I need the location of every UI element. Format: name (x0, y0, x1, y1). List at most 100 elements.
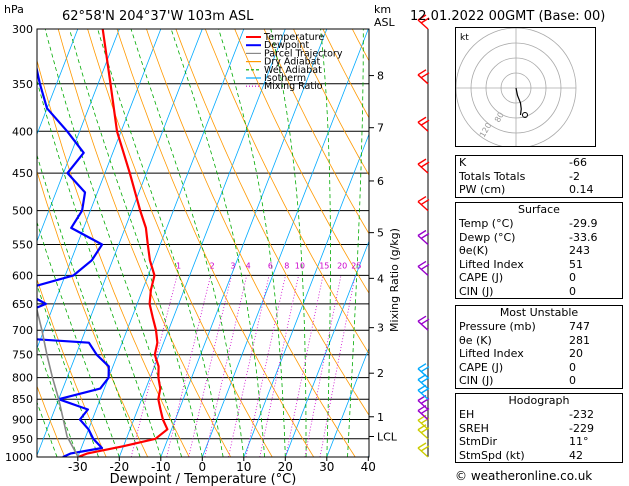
dry-adiabat-line (87, 29, 273, 457)
isotherm-line (284, 240, 369, 457)
wet-adiabat-line (44, 29, 182, 457)
pressure-tick-label: 350 (12, 78, 33, 91)
km-tick-label: LCL (377, 431, 398, 444)
wind-barb-flag (420, 263, 430, 271)
pressure-tick-label: 800 (12, 372, 33, 385)
wind-barb-staff (417, 201, 429, 212)
isotherm-line (37, 29, 120, 243)
x-tick-label: 20 (278, 460, 293, 474)
mixing-ratio-line (166, 275, 212, 457)
mixing-ratio-axis-label: Mixing Ratio (g/kg) (388, 228, 401, 332)
mixing-ratio-tick-label: 10 (295, 261, 305, 270)
isotherm-line (37, 29, 79, 136)
wind-barb-flag (420, 387, 430, 394)
mixing-ratio-line (285, 275, 324, 457)
hpa-label: hPa (4, 3, 24, 16)
table-row: Pressure (mb) 747 (459, 320, 590, 333)
wind-barb-staff (417, 429, 429, 440)
km-tick-label: 3 (377, 322, 384, 335)
mixing-ratio-tick-label: 8 (284, 261, 289, 270)
legend-label: Dewpoint (264, 40, 309, 51)
mixing-ratio-line (228, 275, 270, 457)
x-tick-label: 30 (319, 460, 334, 474)
wind-barb-staff (417, 400, 429, 411)
wet-adiabat-line (170, 29, 265, 457)
dry-adiabat-line (37, 59, 190, 457)
dry-adiabat-line (293, 29, 369, 177)
pressure-tick-label: 850 (12, 393, 33, 406)
mixing-ratio-line (245, 275, 286, 457)
legend-label: Mixing Ratio (264, 81, 323, 92)
table-row: θe (K) 281 (459, 333, 590, 347)
pressure-tick-label: 450 (12, 167, 33, 180)
km-tick-label: 2 (377, 367, 384, 380)
wind-barb-staff (417, 410, 429, 421)
table-row: CIN (J) 0 (459, 284, 576, 298)
table-row: PW (cm) 0.14 (459, 183, 594, 196)
x-axis-label: Dewpoint / Temperature (°C) (110, 472, 297, 486)
km-label: km (374, 3, 391, 16)
dewpoint-line (37, 65, 110, 457)
wet-adiabat-line (37, 153, 141, 457)
mixing-ratio-line (188, 275, 232, 457)
dry-adiabat-line (57, 29, 232, 457)
table-row: CIN (J) 0 (459, 374, 576, 387)
wind-barb-staff (417, 419, 429, 430)
pressure-tick-label: 550 (12, 238, 33, 251)
legend-label: Temperature (263, 32, 324, 43)
dry-adiabat-line (146, 29, 356, 457)
hodograph-ring-label: 80 (493, 111, 506, 124)
legend-label: Dry Adiabat (264, 57, 321, 68)
surface-table: Surface Temp (°C) -29.9 Dewp (°C) -33.6 θe… (455, 202, 623, 299)
mixing-ratio-line (259, 275, 299, 457)
x-tick-label: -30 (68, 460, 88, 474)
axes: 3003504004505005506006507007508008509009… (5, 23, 398, 474)
wet-adiabat-line (69, 29, 203, 457)
mixing-ratio-line (304, 275, 342, 457)
dry-adiabat-line (175, 29, 369, 416)
table-row: Lifted Index 51 (459, 257, 583, 271)
wind-barb-flag (417, 14, 427, 21)
dry-adiabat-line (204, 29, 369, 355)
diagram-grid (37, 29, 369, 457)
km-tick-label: 8 (377, 70, 384, 83)
isotherm-line (243, 133, 369, 457)
wind-barb-flag (420, 377, 430, 384)
pressure-tick-label: 950 (12, 433, 33, 446)
location-title: 62°58'N 204°37'W 103m ASL (62, 9, 254, 24)
mixing-ratio-tick-label: 15 (319, 261, 329, 270)
wet-adiabat-line (320, 29, 331, 457)
km-tick-label: 1 (377, 411, 384, 424)
mixing-ratio-line (204, 275, 248, 457)
table-row: θe(K) 243 (459, 244, 590, 257)
profile-lines (37, 29, 169, 457)
pressure-tick-label: 750 (12, 349, 33, 362)
table-row: Temp (°C) -29.9 (459, 217, 598, 230)
pressure-tick-label: 300 (12, 23, 33, 36)
temperature-line (77, 29, 169, 457)
wet-adiabat-line (37, 79, 162, 457)
wind-barb-flag (417, 195, 427, 203)
wind-barb-flag (417, 229, 427, 237)
table-row: StmDir 11° (459, 435, 589, 448)
wind-barb-flag (417, 116, 427, 123)
km-tick-label: 6 (377, 175, 384, 188)
plot-frame (36, 28, 370, 458)
asl-label: ASL (374, 16, 396, 29)
table-row: CAPE (J) 0 (459, 360, 576, 374)
x-tick-label: 40 (361, 460, 376, 474)
hodograph-title: Hodograph (508, 394, 570, 407)
pressure-tick-label: 900 (12, 414, 33, 427)
mixing-ratio-line (130, 275, 178, 457)
most-unstable-table: Most Unstable Pressure (mb) 747 θe (K) 281… (455, 305, 623, 389)
mixing-ratio-line (319, 275, 356, 457)
most-unstable-title: Most Unstable (499, 306, 579, 319)
mixing-ratio-tick-label: 3 (230, 261, 235, 270)
x-tick-label: -10 (151, 460, 171, 474)
dry-adiabat-line (234, 29, 369, 294)
hodograph-panel: kt 120 80 (455, 27, 596, 149)
legend-label: Isotherm (264, 73, 306, 84)
wind-barb-staff (417, 389, 429, 400)
